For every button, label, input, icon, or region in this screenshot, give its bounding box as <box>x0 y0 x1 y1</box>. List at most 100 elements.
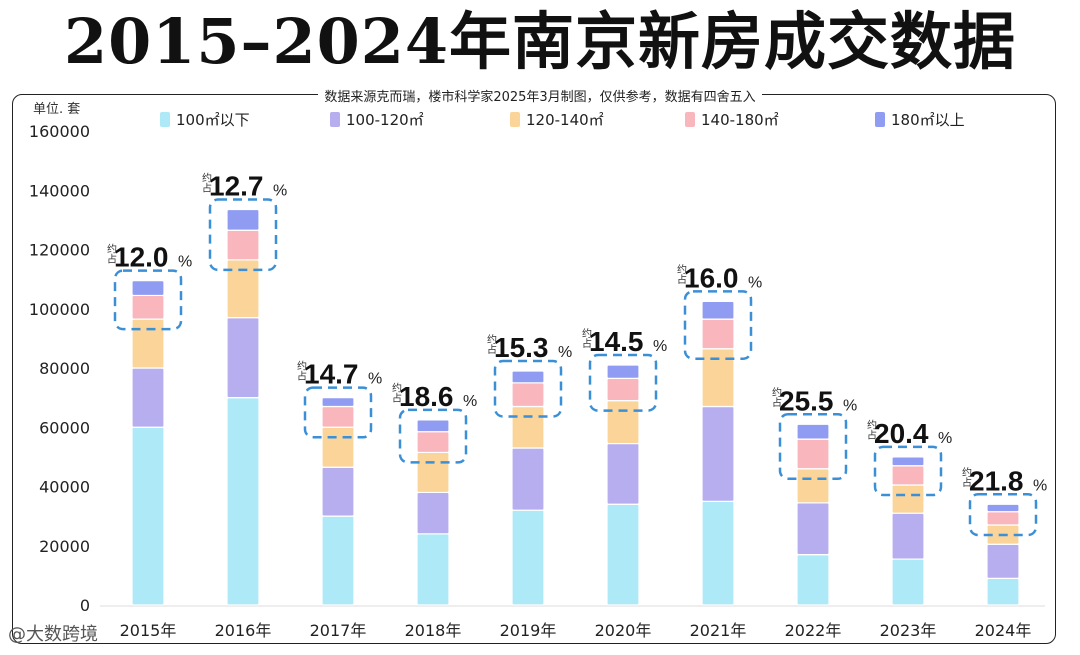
bar-segment <box>226 208 260 231</box>
x-tick-label: 2021年 <box>690 621 747 640</box>
annotation-unit: % <box>653 338 667 355</box>
bar-segment <box>701 405 735 502</box>
annotation-value: 12.0 <box>114 242 169 273</box>
bar-segment <box>131 318 165 369</box>
highlight-box <box>398 408 468 464</box>
legend-item-140-180: 140-180㎡ <box>685 109 779 130</box>
bar-segment <box>511 405 545 449</box>
annotation-value: 18.6 <box>399 381 454 412</box>
legend-item-over-180: 180㎡以上 <box>875 109 965 130</box>
legend-label: 140-180㎡ <box>701 111 779 129</box>
x-tick-label: 2022年 <box>785 621 842 640</box>
highlight-box <box>778 413 848 480</box>
bar-segment <box>606 364 640 379</box>
legend-item-100-120: 100-120㎡ <box>330 109 424 130</box>
y-tick-label: 40000 <box>39 478 90 497</box>
annotation-value: 14.5 <box>589 326 644 357</box>
bar-segment <box>796 554 830 606</box>
annotation-prefix: 约占 <box>960 466 972 487</box>
annotation-prefix: 约占 <box>390 382 402 403</box>
bar-segment <box>796 423 830 440</box>
bar-segment <box>226 229 260 261</box>
annotation-prefix: 约占 <box>485 333 497 354</box>
bar-segment <box>796 468 830 504</box>
bar-segment <box>511 447 545 511</box>
bar-segment <box>606 377 640 402</box>
bar-segment <box>321 405 355 428</box>
bar-segment <box>416 419 450 433</box>
legend-item-under-100: 100㎡以下 <box>160 109 250 130</box>
annotation-value: 20.4 <box>874 418 929 449</box>
highlight-box <box>113 269 183 331</box>
annotation-unit: % <box>463 393 477 410</box>
bar-segment <box>131 367 165 428</box>
watermark: @大数跨境 <box>8 624 98 645</box>
annotation-prefix: 约占 <box>105 242 117 263</box>
legend-swatch <box>875 112 885 127</box>
bar-segment <box>416 431 450 454</box>
legend-swatch <box>330 112 340 127</box>
y-tick-label: 60000 <box>39 418 90 437</box>
x-tick-label: 2020年 <box>595 621 652 640</box>
bar-segment <box>891 456 925 467</box>
annotation-value: 16.0 <box>684 262 739 293</box>
bar-segment <box>416 533 450 606</box>
highlight-box <box>968 493 1038 537</box>
legend-item-120-140: 120-140㎡ <box>510 109 604 130</box>
legend-label: 100㎡以下 <box>176 111 250 129</box>
annotation-prefix: 约占 <box>770 386 782 407</box>
bar-segment <box>606 399 640 445</box>
bar-segment <box>321 397 355 408</box>
x-tick-label: 2023年 <box>880 621 937 640</box>
bar-segment <box>511 509 545 606</box>
y-tick-label: 140000 <box>29 181 90 200</box>
highlight-box <box>208 198 278 272</box>
bar-segment <box>416 451 450 494</box>
highlight-box <box>683 290 753 360</box>
annotation-value: 12.7 <box>209 171 264 202</box>
annotation-prefix: 约占 <box>295 359 307 380</box>
annotation-unit: % <box>368 371 382 388</box>
annotation-unit: % <box>273 183 287 200</box>
bar-segment <box>511 382 545 408</box>
bar-segment <box>796 502 830 556</box>
bar-segment <box>606 442 640 505</box>
highlight-box <box>493 359 563 418</box>
annotation-unit: % <box>843 397 857 414</box>
bar-segment <box>321 426 355 468</box>
bar-segment <box>321 466 355 517</box>
bar-segment <box>226 317 260 399</box>
annotation-value: 21.8 <box>969 465 1024 496</box>
legend-label: 120-140㎡ <box>526 111 604 129</box>
legend-swatch <box>510 112 520 127</box>
y-tick-label: 100000 <box>29 300 90 319</box>
bar-segment <box>891 558 925 606</box>
x-tick-label: 2024年 <box>975 621 1032 640</box>
bar-segment <box>131 294 165 320</box>
bar-segment <box>226 259 260 319</box>
y-tick-label: 20000 <box>39 537 90 556</box>
bar-segment <box>606 503 640 606</box>
bar-segment <box>511 370 545 384</box>
bar-segment <box>226 397 260 606</box>
x-tick-label: 2017年 <box>310 621 367 640</box>
x-tick-label: 2019年 <box>500 621 557 640</box>
subtitle-text: 数据来源克而瑞，楼市科学家2025年3月制图，仅供参考，数据有四舍五入 <box>318 90 762 105</box>
highlight-box <box>873 445 943 497</box>
bar-segment <box>891 512 925 560</box>
bar-segment <box>986 511 1020 526</box>
bar-segment <box>131 280 165 297</box>
x-tick-label: 2016年 <box>215 621 272 640</box>
annotation-unit: % <box>748 274 762 291</box>
legend-swatch <box>685 112 695 127</box>
bar-segment <box>796 438 830 470</box>
legend-swatch <box>160 112 170 127</box>
annotation-unit: % <box>178 254 192 271</box>
annotation-prefix: 约占 <box>580 327 592 348</box>
bar-segment <box>131 426 165 606</box>
annotation-prefix: 约占 <box>200 171 212 192</box>
x-tick-label: 2015年 <box>120 621 177 640</box>
bar-segment <box>701 318 735 350</box>
annotation-unit: % <box>558 344 572 361</box>
